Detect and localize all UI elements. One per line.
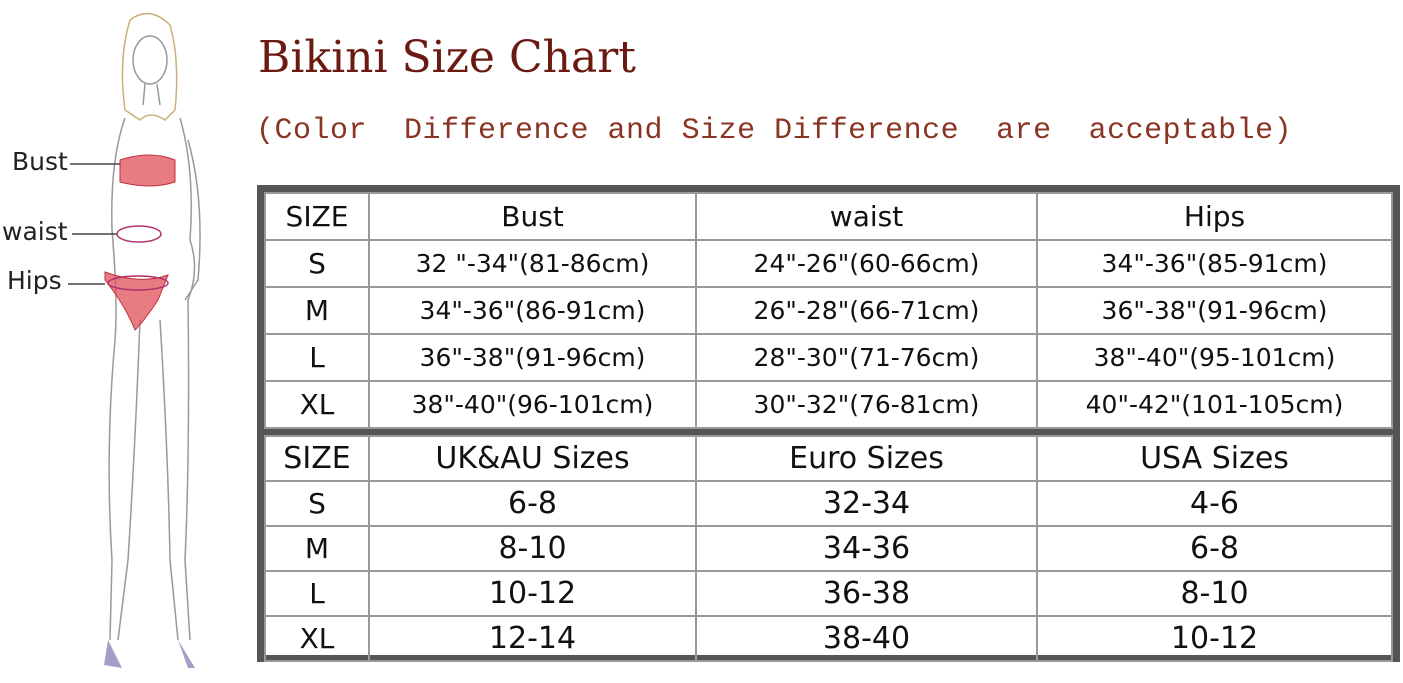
size-cell: XL bbox=[264, 615, 370, 662]
table-row: XL 12-14 38-40 10-12 bbox=[264, 615, 1393, 662]
model-figure-illustration: Bust waist Hips bbox=[0, 0, 240, 679]
table-header-row: SIZE UK&AU Sizes Euro Sizes USA Sizes bbox=[264, 435, 1393, 482]
uk-au-cell: 12-14 bbox=[368, 615, 697, 662]
table-header-row: SIZE Bust waist Hips bbox=[264, 192, 1393, 241]
table-row: XL 38"-40"(96-101cm) 30"-32"(76-81cm) 40"-4… bbox=[264, 380, 1393, 429]
euro-cell: 32-34 bbox=[695, 480, 1038, 527]
header-cell: Hips bbox=[1036, 192, 1393, 241]
euro-cell: 34-36 bbox=[695, 525, 1038, 572]
waist-cell: 30"-32"(76-81cm) bbox=[695, 380, 1038, 429]
bust-cell: 36"-38"(91-96cm) bbox=[368, 333, 697, 382]
usa-cell: 10-12 bbox=[1036, 615, 1393, 662]
header-cell: waist bbox=[695, 192, 1038, 241]
waist-cell: 26"-28"(66-71cm) bbox=[695, 286, 1038, 335]
table-row: L 36"-38"(91-96cm) 28"-30"(71-76cm) 38"-40"… bbox=[264, 333, 1393, 382]
bust-cell: 38"-40"(96-101cm) bbox=[368, 380, 697, 429]
waist-cell: 24"-26"(60-66cm) bbox=[695, 239, 1038, 288]
size-cell: XL bbox=[264, 380, 370, 429]
model-sketch-icon bbox=[68, 12, 201, 668]
uk-au-cell: 10-12 bbox=[368, 570, 697, 617]
table-row: M 34"-36"(86-91cm) 26"-28"(66-71cm) 36"-38"… bbox=[264, 286, 1393, 335]
table-row: S 6-8 32-34 4-6 bbox=[264, 480, 1393, 527]
usa-cell: 6-8 bbox=[1036, 525, 1393, 572]
hips-cell: 38"-40"(95-101cm) bbox=[1036, 333, 1393, 382]
table-divider bbox=[264, 429, 1393, 435]
bust-cell: 34"-36"(86-91cm) bbox=[368, 286, 697, 335]
subtitle: (Color Difference and Size Difference ar… bbox=[256, 114, 1293, 148]
size-cell: M bbox=[264, 525, 370, 572]
hips-cell: 40"-42"(101-105cm) bbox=[1036, 380, 1393, 429]
header-cell: SIZE bbox=[264, 192, 370, 241]
header-cell: UK&AU Sizes bbox=[368, 435, 697, 482]
measurements-table: SIZE Bust waist Hips S 32 "-34"(81-86cm) 2… bbox=[264, 192, 1393, 429]
header-cell: Bust bbox=[368, 192, 697, 241]
page-title: Bikini Size Chart bbox=[258, 32, 636, 83]
size-cell: M bbox=[264, 286, 370, 335]
size-cell: L bbox=[264, 570, 370, 617]
bust-label: Bust bbox=[12, 147, 68, 176]
table-row: M 8-10 34-36 6-8 bbox=[264, 525, 1393, 572]
usa-cell: 4-6 bbox=[1036, 480, 1393, 527]
waist-cell: 28"-30"(71-76cm) bbox=[695, 333, 1038, 382]
table-row: L 10-12 36-38 8-10 bbox=[264, 570, 1393, 617]
header-cell: USA Sizes bbox=[1036, 435, 1393, 482]
usa-cell: 8-10 bbox=[1036, 570, 1393, 617]
uk-au-cell: 6-8 bbox=[368, 480, 697, 527]
size-chart: SIZE Bust waist Hips S 32 "-34"(81-86cm) 2… bbox=[257, 185, 1400, 662]
euro-cell: 36-38 bbox=[695, 570, 1038, 617]
waist-label: waist bbox=[2, 217, 68, 246]
size-cell: S bbox=[264, 239, 370, 288]
uk-au-cell: 8-10 bbox=[368, 525, 697, 572]
bust-cell: 32 "-34"(81-86cm) bbox=[368, 239, 697, 288]
hips-cell: 34"-36"(85-91cm) bbox=[1036, 239, 1393, 288]
hips-cell: 36"-38"(91-96cm) bbox=[1036, 286, 1393, 335]
header-cell: SIZE bbox=[264, 435, 370, 482]
size-cell: S bbox=[264, 480, 370, 527]
table-row: S 32 "-34"(81-86cm) 24"-26"(60-66cm) 34"-36… bbox=[264, 239, 1393, 288]
header-cell: Euro Sizes bbox=[695, 435, 1038, 482]
hips-label: Hips bbox=[7, 266, 62, 295]
euro-cell: 38-40 bbox=[695, 615, 1038, 662]
size-cell: L bbox=[264, 333, 370, 382]
